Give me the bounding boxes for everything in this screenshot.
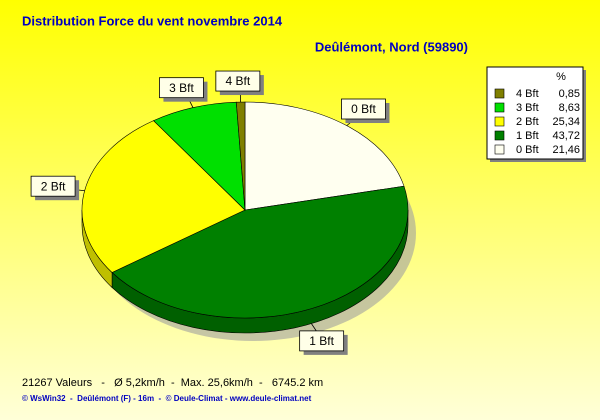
slice-label-box [215,70,261,92]
legend-value: 0,85 [559,88,580,100]
legend-swatch [494,144,505,155]
legend-value: 43,72 [552,130,580,142]
legend-label: 1 Bft [516,130,539,142]
footer-credits: © WsWin32 - Deûlémont (F) - 16m - © Deul… [22,394,312,403]
slice-label-box [299,330,345,352]
chart-title: Distribution Force du vent novembre 2014 [22,13,283,28]
slice [111,185,409,319]
legend-swatch [494,88,505,99]
slice-label: 1 Bft [309,334,334,348]
slice [153,101,246,211]
slice-label: 0 Bft [351,102,376,116]
slice-label: 2 Bft [41,179,66,193]
legend-swatch [494,116,505,127]
legend-swatch [494,102,505,113]
slice [235,101,246,211]
slice [244,101,405,211]
chart-subtitle: Deûlémont, Nord (59890) [315,39,468,54]
slice [81,120,246,273]
legend-label: 0 Bft [516,144,539,156]
legend-value: 8,63 [559,102,580,114]
legend: % 4 Bft 0,85 3 Bft 8,63 2 Bft 25,34 1 Bft 43,72 0… [486,66,586,162]
pie: 0 Bft 1 Bft 2 Bft 3 Bft 4 Bft [30,70,416,355]
legend-box [486,66,584,160]
legend-label: 4 Bft [516,88,539,100]
legend-swatch [494,130,505,141]
legend-title: % [556,71,566,83]
slice-label-box [159,77,204,99]
footer-stats: 21267 Valeurs - Ø 5,2km/h - Max. 25,6km/… [22,377,323,389]
legend-value: 21,46 [552,144,580,156]
slice-label: 4 Bft [226,74,251,88]
legend-label: 2 Bft [516,116,539,128]
slice-label: 3 Bft [169,81,194,95]
legend-value: 25,34 [552,116,580,128]
legend-label: 3 Bft [516,102,539,114]
slice-label-box [30,175,76,197]
slice-label-box [341,98,386,120]
